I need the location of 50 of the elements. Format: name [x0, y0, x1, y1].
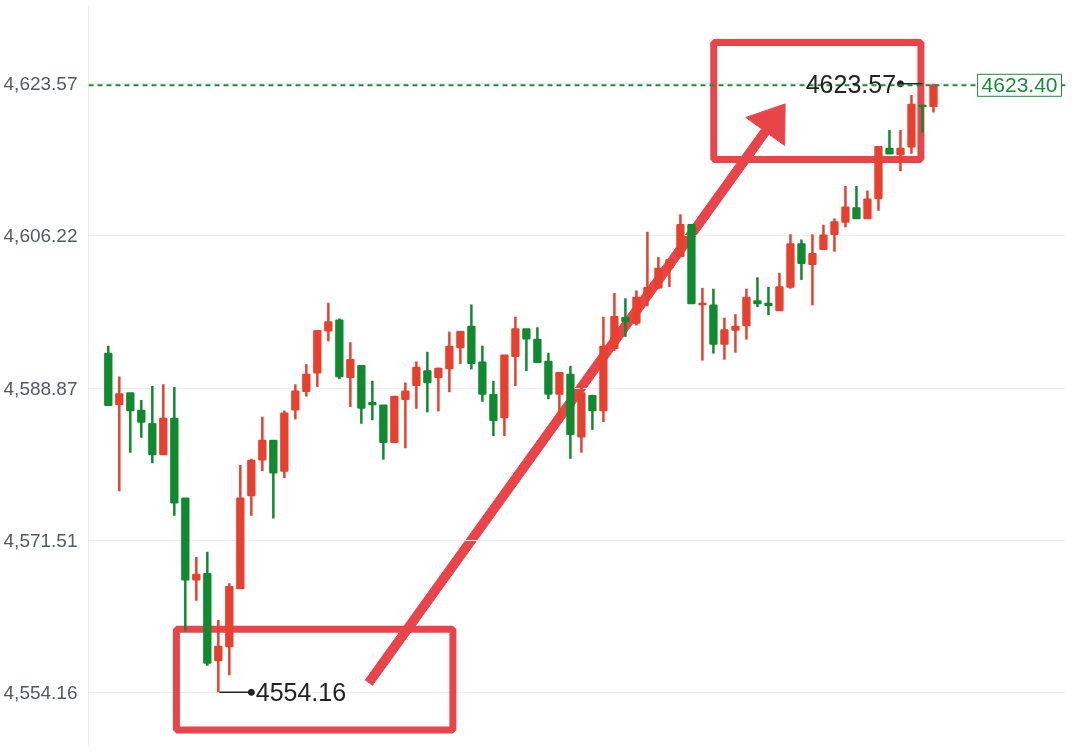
candlestick — [896, 128, 905, 173]
ref-line-label: 4623.40 — [981, 73, 1058, 97]
candlestick — [588, 393, 597, 432]
candlestick — [126, 391, 135, 454]
candlestick — [324, 301, 333, 343]
y-tick-label: 4,606.22 — [3, 225, 78, 247]
y-tick-label: 4,588.87 — [3, 377, 78, 399]
candlestick — [643, 230, 652, 308]
candlestick — [115, 375, 124, 493]
candlestick — [929, 82, 938, 114]
candlestick — [665, 256, 674, 289]
candlestick — [412, 360, 421, 411]
candlestick — [720, 316, 729, 361]
candlestick — [291, 383, 300, 421]
candlestick — [434, 366, 443, 413]
candlestick — [863, 189, 872, 220]
candlestick — [533, 326, 542, 365]
candlestick — [841, 184, 850, 229]
candlestick — [137, 398, 146, 439]
candlestick — [885, 128, 894, 155]
candlestick — [258, 415, 267, 473]
candlestick — [830, 217, 839, 254]
candlestick — [445, 330, 454, 394]
candlestick — [764, 285, 773, 317]
candlestick — [654, 255, 663, 290]
y-tick-label: 4,623.57 — [3, 73, 78, 95]
candlestick — [214, 618, 223, 694]
candlestick — [401, 381, 410, 450]
candlestick — [797, 238, 806, 282]
annotation: 4623.57 — [805, 69, 897, 98]
candlestick — [753, 276, 762, 309]
candlestick — [192, 555, 201, 603]
candlestick — [808, 233, 817, 307]
candlestick — [918, 104, 927, 134]
candlestick — [522, 327, 531, 373]
candlestick — [456, 330, 465, 366]
candlestick — [346, 340, 355, 409]
y-tick-label: 4,571.51 — [3, 529, 78, 551]
candlestick — [731, 312, 740, 354]
candlestick — [852, 184, 861, 220]
candlestick — [302, 362, 311, 398]
candlestick — [423, 350, 432, 414]
candlestick — [775, 271, 784, 312]
candlestick — [698, 286, 707, 362]
y-tick-label: 4,554.16 — [3, 681, 78, 703]
candlestick — [368, 379, 377, 422]
annotation: 4554.16 — [255, 678, 347, 707]
candlestick — [621, 297, 630, 339]
candlestick — [555, 371, 564, 423]
candlestick — [819, 223, 828, 251]
